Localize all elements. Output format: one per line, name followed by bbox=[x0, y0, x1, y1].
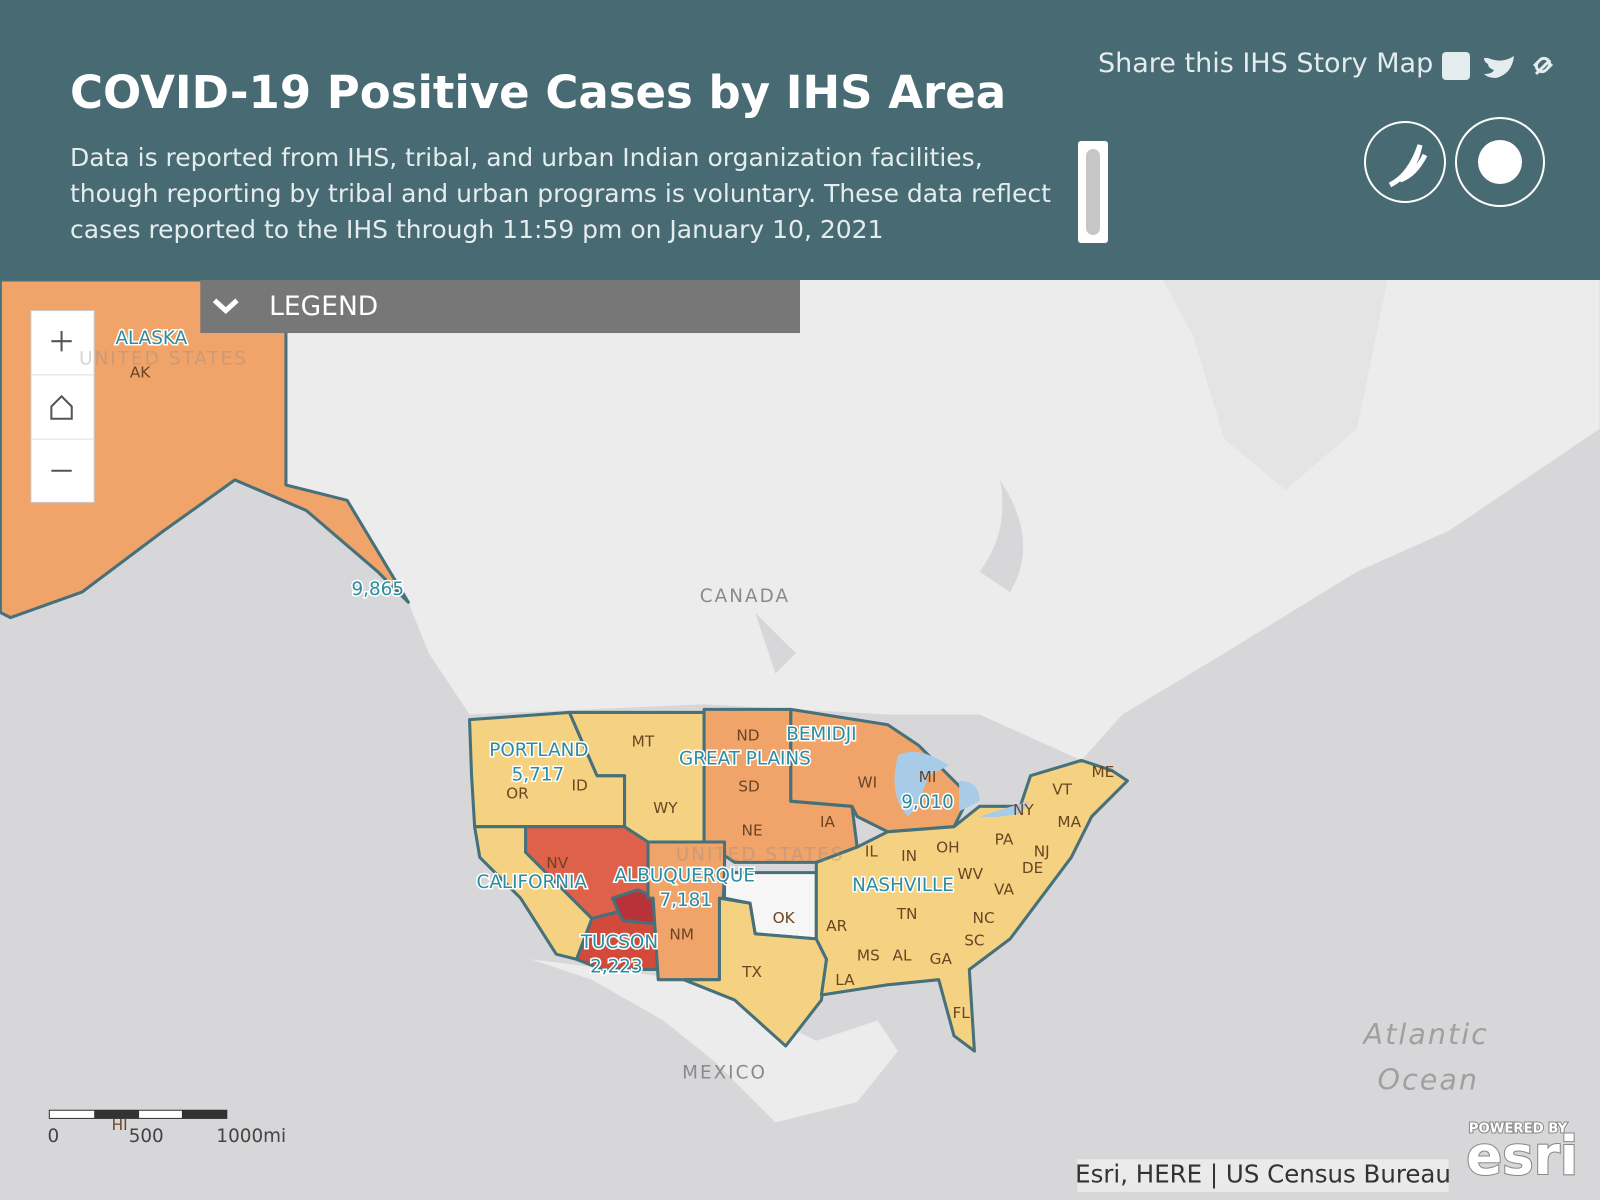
area-name: NASHVILLE bbox=[852, 875, 954, 896]
state-label: MI bbox=[919, 768, 937, 786]
state-label: WY bbox=[653, 799, 678, 817]
legend-bar[interactable]: LEGEND bbox=[200, 280, 800, 334]
area-name: CALIFORNIA bbox=[477, 872, 588, 893]
scroll-thumb[interactable] bbox=[1086, 149, 1100, 235]
state-label: OH bbox=[936, 839, 960, 857]
description: Data is reported from IHS, tribal, and u… bbox=[70, 143, 1051, 244]
place-label: UNITED STATES bbox=[79, 349, 248, 370]
hudson-bay bbox=[755, 479, 1024, 674]
state-label: SD bbox=[738, 777, 759, 795]
scale-segment bbox=[94, 1110, 140, 1119]
scale-label: 500 bbox=[129, 1126, 164, 1147]
state-label: IL bbox=[865, 843, 879, 861]
zoom-in[interactable] bbox=[51, 330, 72, 352]
state-label: PA bbox=[995, 830, 1014, 848]
scrollbar[interactable] bbox=[1078, 141, 1108, 243]
place-label: MEXICO bbox=[682, 1063, 767, 1084]
greenland bbox=[1163, 280, 1388, 491]
scale-label: 0 bbox=[48, 1126, 60, 1147]
hhs-eagle bbox=[1388, 144, 1428, 188]
great-lakes bbox=[894, 751, 1031, 818]
area-name: PORTLAND bbox=[489, 740, 588, 761]
state-label: IA bbox=[820, 813, 836, 831]
area-cases: 9,010 bbox=[901, 792, 954, 813]
zoom-dividers bbox=[30, 374, 95, 440]
area-name: TUCSON bbox=[580, 932, 658, 953]
home-button[interactable] bbox=[50, 394, 73, 420]
logo-name: esri bbox=[1466, 1125, 1578, 1187]
scale-label: 1000mi bbox=[216, 1126, 286, 1147]
state-label: AK bbox=[130, 363, 151, 381]
state-label: SC bbox=[964, 931, 984, 949]
place-label: CANADA bbox=[700, 586, 790, 607]
state-label: MA bbox=[1057, 813, 1081, 831]
state-label: NV bbox=[546, 854, 568, 872]
state-label: HI bbox=[112, 1116, 128, 1134]
state-label: TX bbox=[741, 963, 762, 981]
area-name: BEMIDJI bbox=[786, 724, 856, 745]
twitter-icon[interactable] bbox=[1484, 56, 1514, 78]
ihs-emblem bbox=[1478, 140, 1522, 184]
state-label: MT bbox=[632, 733, 655, 751]
state-label: DE bbox=[1022, 859, 1043, 877]
scale-segment bbox=[181, 1110, 227, 1119]
area-cases: 9,865 bbox=[351, 579, 404, 600]
alaska-area bbox=[0, 280, 410, 620]
area-name: ALASKA bbox=[115, 328, 187, 349]
ihs-seal bbox=[1455, 117, 1545, 207]
state-label: OR bbox=[506, 785, 529, 803]
state-label: NJ bbox=[1034, 843, 1050, 861]
header: COVID-19 Positive Cases by IHS Area Data… bbox=[0, 0, 1600, 280]
logo-tagline: POWERED BY bbox=[1469, 1122, 1568, 1137]
place-label: Atlantic bbox=[1362, 1017, 1489, 1051]
state-label: NY bbox=[1013, 801, 1034, 819]
link-icon[interactable] bbox=[1532, 56, 1554, 76]
seals bbox=[1364, 117, 1545, 207]
state-label: LA bbox=[835, 971, 855, 989]
state-label: AL bbox=[893, 947, 912, 965]
state-label: FL bbox=[952, 1004, 970, 1022]
state-label: MS bbox=[857, 947, 880, 965]
state-label: ID bbox=[572, 776, 588, 794]
state-label: TN bbox=[896, 905, 918, 923]
share-icons bbox=[1442, 52, 1554, 80]
state-label: ND bbox=[736, 726, 759, 744]
attribution-box bbox=[1077, 1159, 1449, 1192]
nashville-area bbox=[814, 758, 1129, 1053]
attribution: Esri, HERE | US Census Bureau bbox=[1075, 1160, 1451, 1189]
title: COVID-19 Positive Cases by IHS Area bbox=[70, 66, 1007, 119]
state-label: WI bbox=[858, 773, 878, 791]
state-label: VT bbox=[1052, 780, 1072, 798]
scale-bar bbox=[48, 1109, 228, 1119]
legend-chevron[interactable] bbox=[212, 298, 239, 315]
state-label: WV bbox=[958, 865, 984, 883]
state-label: OK bbox=[773, 909, 796, 927]
state-label: NE bbox=[742, 821, 763, 839]
state-label: GA bbox=[930, 950, 953, 968]
area-cases: 5,717 bbox=[512, 765, 565, 786]
facebook-icon[interactable] bbox=[1442, 52, 1470, 80]
state-label: NM bbox=[669, 925, 694, 943]
hhs-seal bbox=[1364, 121, 1446, 203]
texas bbox=[682, 896, 829, 1048]
place-label: UNITED STATES bbox=[676, 844, 845, 865]
zoom-control bbox=[30, 310, 95, 503]
area-cases: 7,181 bbox=[660, 890, 713, 911]
area-name: GREAT PLAINS bbox=[679, 748, 811, 769]
area-cases: 2,223 bbox=[590, 956, 643, 977]
mexico bbox=[530, 959, 898, 1123]
place-label: Ocean bbox=[1378, 1063, 1480, 1097]
state-label: NC bbox=[973, 909, 995, 927]
legend-label[interactable]: LEGEND bbox=[269, 291, 378, 322]
area-name: ALBUQUERQUE bbox=[615, 866, 755, 887]
map[interactable]: LEGEND Esri, HERE | US Census Bureau POW… bbox=[0, 280, 1600, 1200]
state-label: IN bbox=[901, 847, 917, 865]
legend-panel[interactable] bbox=[200, 280, 800, 334]
state-label: ME bbox=[1092, 763, 1115, 781]
state-label: VA bbox=[994, 880, 1014, 898]
share-label: Share this IHS Story Map bbox=[1098, 48, 1434, 79]
state-label: AR bbox=[826, 917, 847, 935]
